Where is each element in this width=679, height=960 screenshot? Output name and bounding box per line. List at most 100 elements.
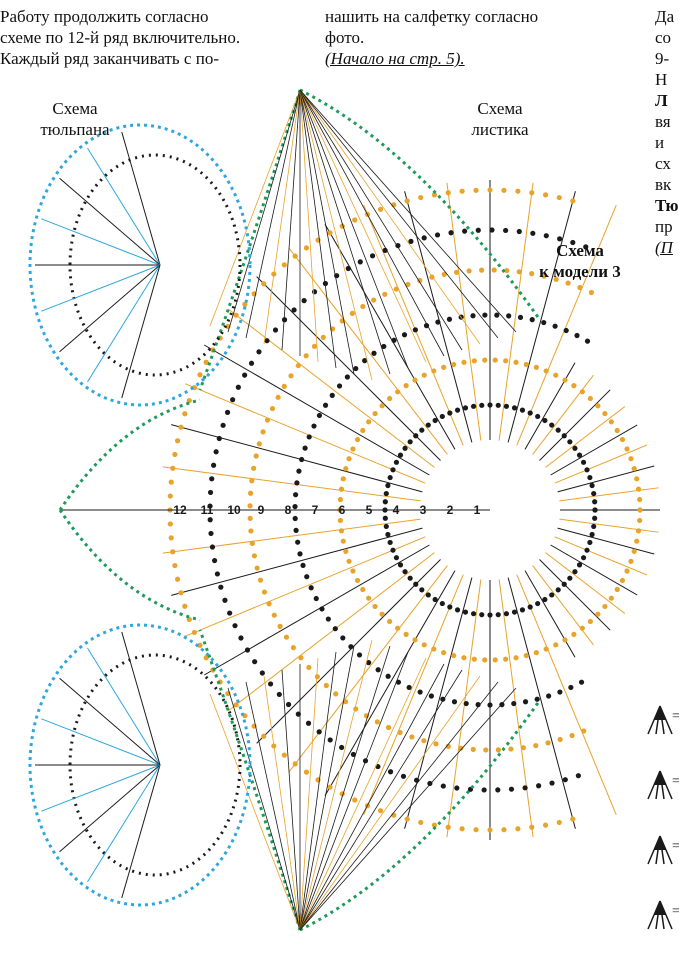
chain-dot [428,693,434,699]
chain-dot [371,350,377,356]
chain-dot [519,607,526,613]
chain-dot [466,268,472,274]
chain-dot [261,733,267,739]
chain-dot [482,357,488,363]
chain-dot [533,742,539,749]
chain-dot [503,227,509,234]
chain-dot [489,227,495,233]
chain-dot [170,465,176,471]
chain-dot [292,515,298,522]
chain-dot [494,312,500,318]
stitch-line [498,182,534,441]
text-line: Л [655,91,668,110]
chain-dot [589,482,595,489]
chain-dot [406,684,412,691]
chain-dot [281,752,287,758]
chain-dot [578,679,585,685]
chain-dot [579,389,585,395]
chain-dot [338,486,345,492]
tulip-inner [68,653,242,877]
chain-dot [291,307,297,313]
chain-dot [333,691,339,697]
chain-dot [419,427,425,433]
chain-dot [503,358,509,364]
leaf-stitch [209,693,301,931]
chain-dot [529,824,535,830]
chain-dot [482,657,488,663]
leaf-stitch [299,89,463,351]
row-number: 7 [312,503,319,517]
tulip-label: Схема тюльпана [15,98,135,140]
chain-dot [311,423,317,429]
chain-dot [256,441,262,447]
chain-dot [635,486,642,492]
chain-dot [366,419,372,425]
chain-dot [267,681,274,687]
tulip-stitch [41,764,161,812]
chain-dot [412,637,418,643]
chain-dot [413,581,419,587]
row-number: 3 [420,503,427,517]
chain-dot [299,456,305,463]
chain-dot [327,784,333,790]
leaf-stitch [299,669,463,931]
legend-equals: = [672,709,679,724]
chain-dot [343,466,349,472]
tulip-stitch [121,764,161,899]
chain-dot [553,372,559,378]
text-line: Каждый ряд заканчивать с по- [0,49,219,68]
chain-dot [431,822,438,828]
chain-dot [266,601,272,607]
stitch-line [324,223,456,450]
chain-dot [637,496,643,503]
stitch-line [532,374,594,455]
chain-dot [458,745,464,751]
chain-dot [535,600,541,607]
legend-tip [654,901,666,915]
chain-dot [172,562,178,569]
row-number: 12 [173,503,187,517]
chain-dot [382,515,388,521]
chain-dot [306,664,312,671]
chain-dot [504,267,510,274]
chain-dot [634,538,640,544]
chain-dot [515,188,521,194]
chain-dot [323,682,329,689]
chain-dot [174,438,181,444]
stitch-line [507,577,576,829]
chain-dot [372,410,378,417]
chain-dot [295,539,301,545]
tulip-stitch [87,764,161,883]
chain-dot [382,499,388,505]
chain-dot [482,312,488,318]
chain-dot [591,523,597,530]
chain-dot [293,492,299,498]
chain-dot [479,612,485,618]
chain-dot [568,684,574,691]
chain-dot [445,743,451,749]
chain-dot [303,245,310,251]
chain-dot [608,595,614,601]
chain-dot [431,646,437,652]
chain-dot [259,670,265,676]
chain-dot [520,745,527,751]
chain-dot [536,783,542,789]
chain-dot [552,323,558,329]
chain-dot [353,706,359,712]
chain-dot [584,467,590,473]
chain-dot [572,569,578,575]
chain-dot [487,402,493,408]
chain-dot [530,230,536,236]
stitch-line [171,527,423,596]
chain-dot [276,691,282,698]
chain-dot [348,644,354,650]
leaf-stitch [299,89,499,339]
chain-dot [470,611,477,617]
chain-dot [170,549,176,555]
chain-dot [583,244,589,250]
tulip-stitch [87,264,161,383]
chain-dot [281,262,287,268]
chain-dot [248,528,254,534]
chain-dot [580,555,587,561]
